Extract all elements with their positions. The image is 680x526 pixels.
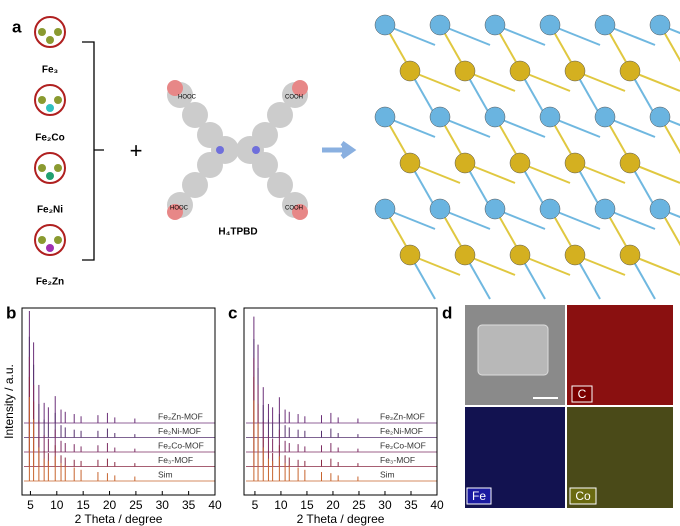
map-label: C (578, 387, 587, 401)
node (454, 152, 476, 174)
group-label: HOOC (178, 95, 197, 101)
legend-label: Fe₂Ni-MOF (380, 426, 423, 436)
legend-label: Fe₂Zn-MOF (158, 411, 203, 421)
ligand-label: H₄TPBD (218, 227, 257, 238)
plot-frame (243, 307, 438, 496)
x-tick-label: 35 (182, 498, 196, 512)
plot-frame (21, 307, 216, 496)
node (374, 198, 396, 220)
node (649, 198, 671, 220)
x-tick-label: 35 (404, 498, 418, 512)
node (399, 244, 421, 266)
node (429, 106, 451, 128)
x-tick-label: 20 (326, 498, 340, 512)
x-axis-label: 2 Theta / degree (297, 512, 385, 526)
node (564, 152, 586, 174)
cluster-icons (34, 16, 66, 256)
node (539, 198, 561, 220)
x-tick-label: 25 (129, 498, 143, 512)
node (649, 14, 671, 36)
node (509, 244, 531, 266)
crystal (477, 324, 549, 376)
ligand-model (167, 80, 308, 220)
panel-label: b (6, 303, 16, 322)
x-tick-label: 30 (378, 498, 392, 512)
cluster-label: Fe₂Zn (36, 277, 64, 288)
legend-label: Fe₂Co-MOF (158, 440, 204, 450)
x-tick-label: 5 (27, 498, 34, 512)
node (484, 106, 506, 128)
x-tick-label: 10 (274, 498, 288, 512)
legend-label: Sim (380, 469, 395, 479)
legend-label: Fe₃-MOF (380, 455, 415, 465)
node (509, 152, 531, 174)
x-tick-label: 40 (430, 498, 444, 512)
bracket (82, 41, 104, 261)
node (429, 14, 451, 36)
node (594, 14, 616, 36)
node (619, 244, 641, 266)
x-tick-label: 15 (76, 498, 90, 512)
node (594, 198, 616, 220)
node (564, 60, 586, 82)
framework (374, 14, 680, 300)
node (374, 14, 396, 36)
group-label: COOH (285, 206, 303, 212)
node (429, 198, 451, 220)
node (484, 198, 506, 220)
group-label: COOH (285, 95, 303, 101)
node (564, 244, 586, 266)
node (399, 152, 421, 174)
node (539, 106, 561, 128)
node (454, 60, 476, 82)
legend-label: Fe₂Co-MOF (380, 440, 426, 450)
tag (571, 385, 593, 403)
x-tick-label: 40 (208, 498, 222, 512)
legend-label: Fe₂Ni-MOF (158, 426, 201, 436)
group-label: HOOC (170, 206, 189, 212)
x-tick-label: 20 (103, 498, 117, 512)
node (399, 60, 421, 82)
tag (466, 487, 492, 505)
cluster-label: Fe₂Ni (37, 205, 63, 216)
plus: + (130, 138, 143, 163)
tag (569, 487, 597, 505)
x-tick-label: 5 (252, 498, 259, 512)
x-axis-label: 2 Theta / degree (75, 512, 163, 526)
node (454, 244, 476, 266)
y-axis-label: Intensity / a.u. (2, 364, 16, 439)
node (539, 14, 561, 36)
x-tick-label: 15 (300, 498, 314, 512)
node (374, 106, 396, 128)
node (594, 106, 616, 128)
legend-label: Fe₃-MOF (158, 455, 193, 465)
node (484, 14, 506, 36)
panel-label: c (228, 303, 237, 322)
cluster-label: Fe₃ (42, 65, 59, 76)
node (509, 60, 531, 82)
legend-label: Fe₂Zn-MOF (380, 411, 425, 421)
arrow (322, 140, 357, 160)
panel-label: d (442, 303, 452, 322)
x-tick-label: 25 (352, 498, 366, 512)
x-tick-label: 30 (156, 498, 170, 512)
panel-label: a (12, 17, 22, 36)
node (649, 106, 671, 128)
map-label: Fe (472, 489, 486, 503)
cluster-label: Fe₂Co (35, 133, 64, 144)
node (619, 60, 641, 82)
node (619, 152, 641, 174)
legend-label: Sim (158, 469, 173, 479)
x-tick-label: 10 (50, 498, 64, 512)
map-label: Co (575, 489, 591, 503)
